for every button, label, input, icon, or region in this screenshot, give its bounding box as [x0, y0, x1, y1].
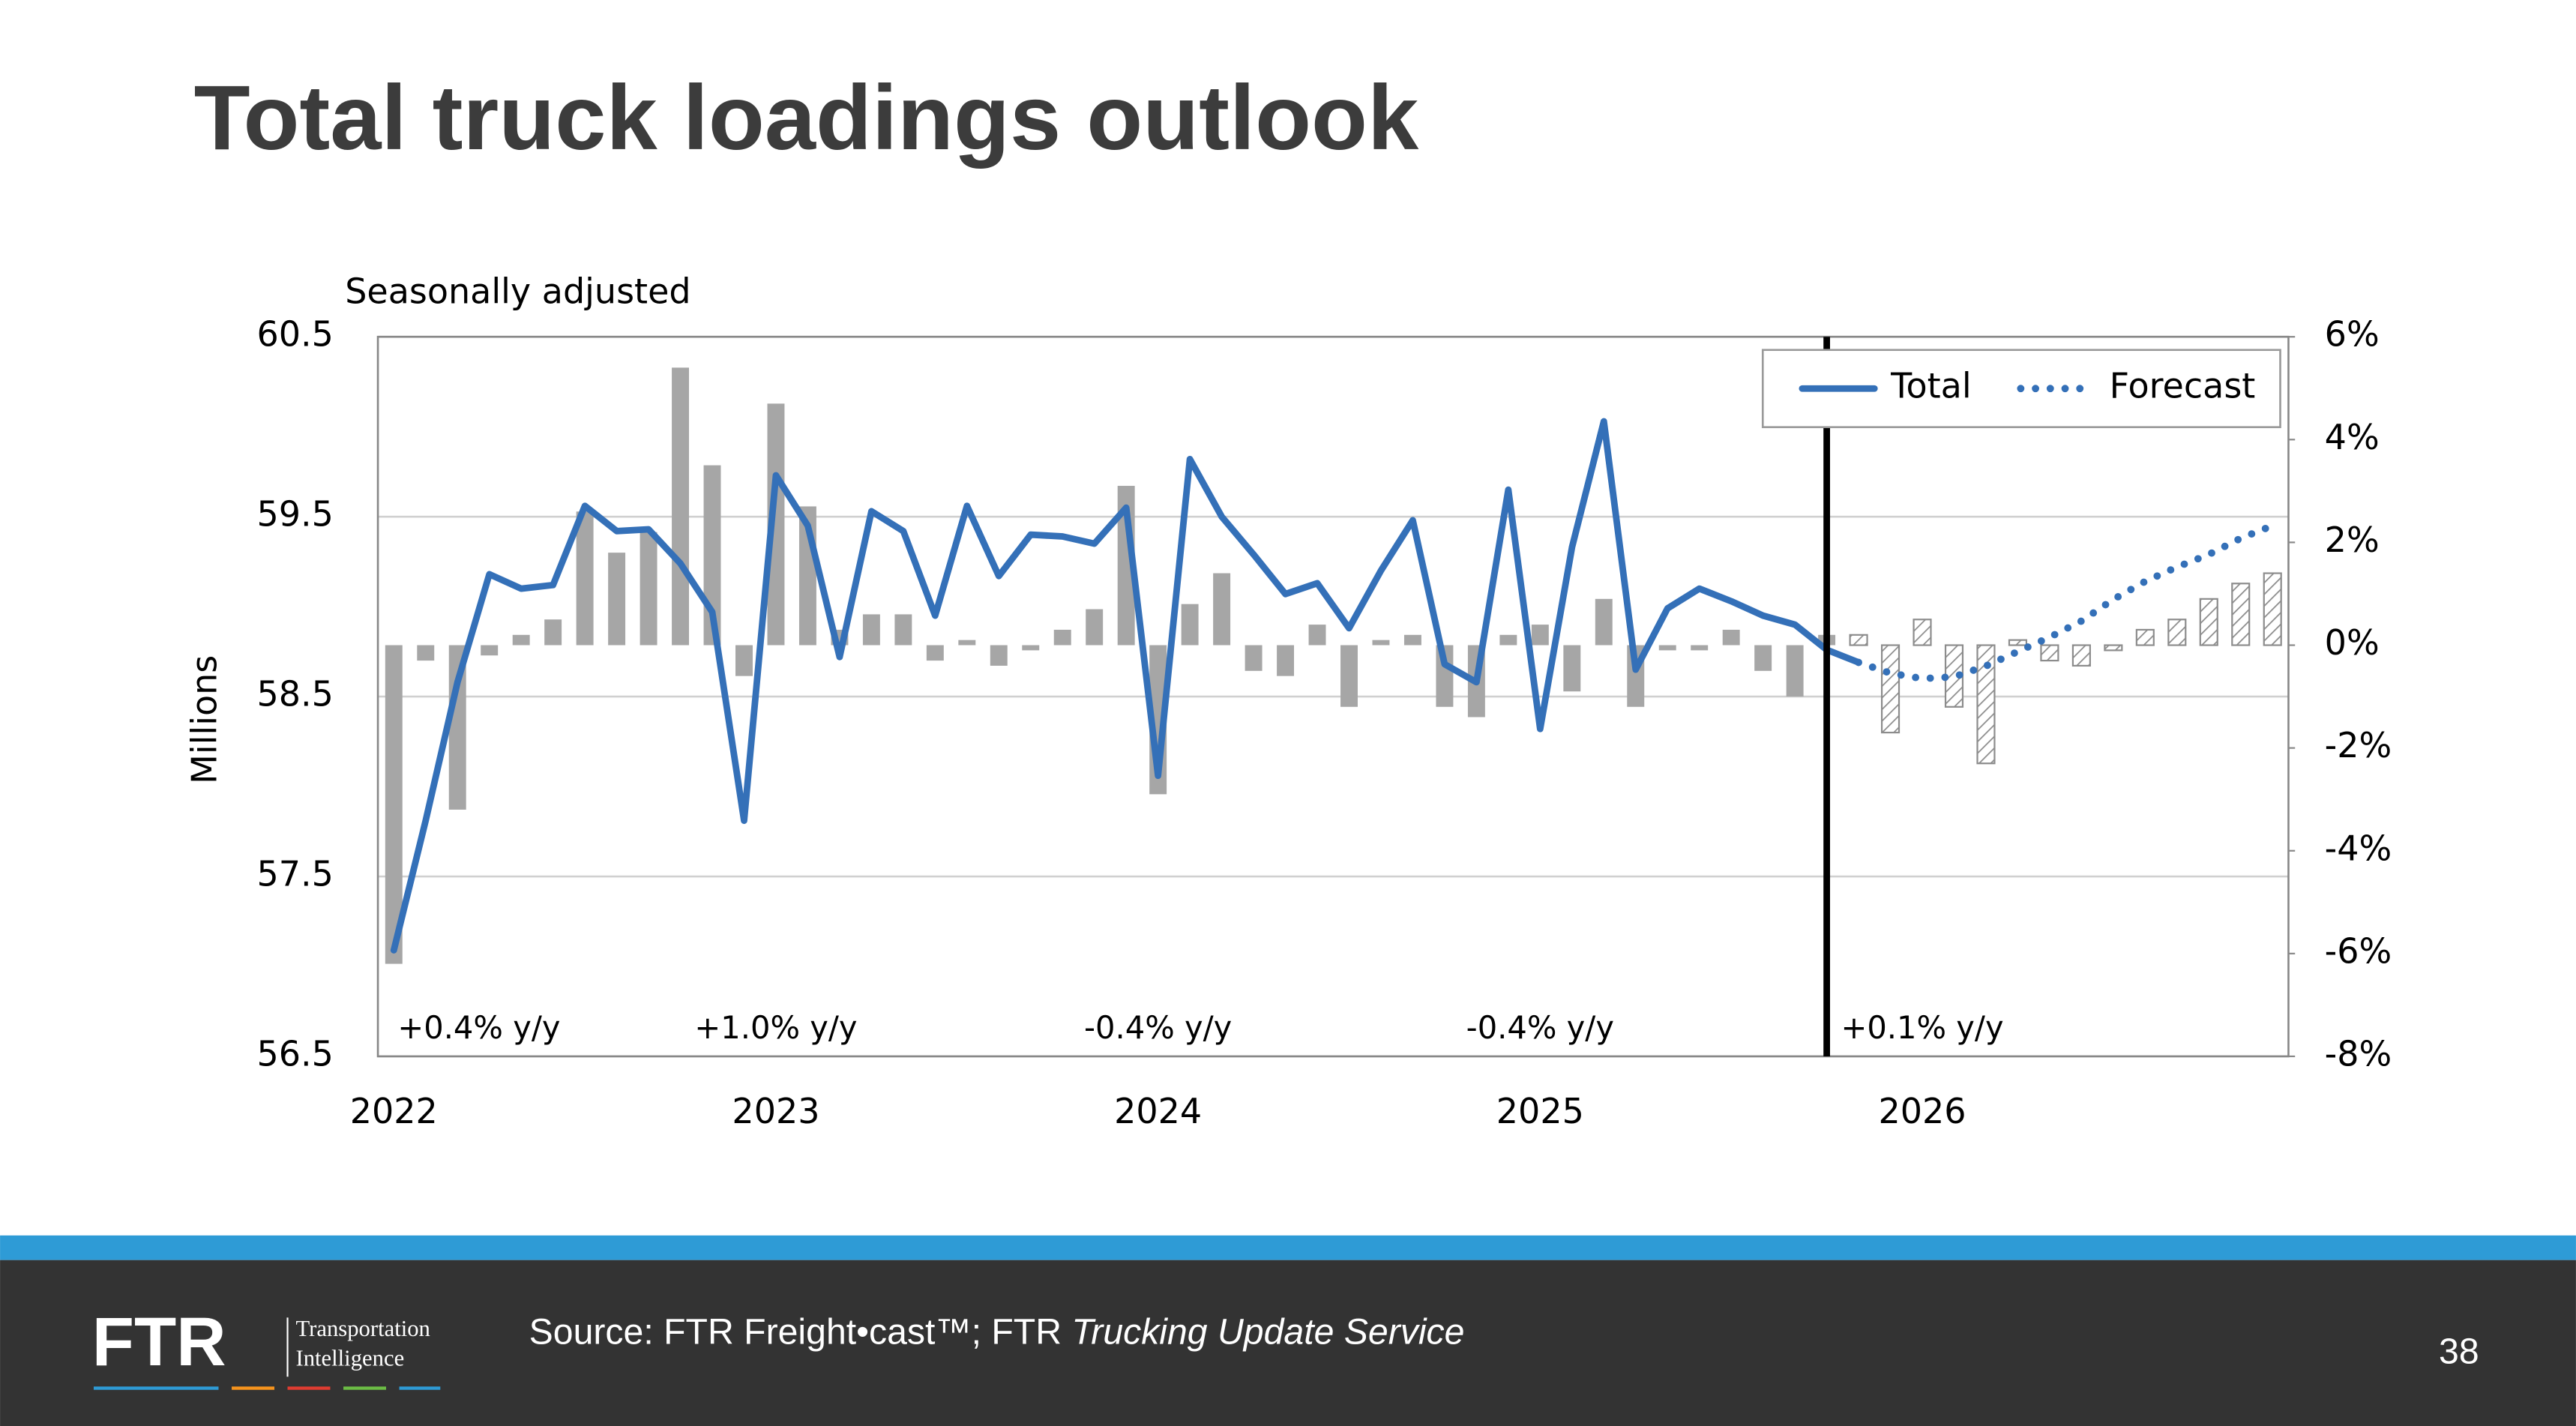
x-tick-label: 2025 — [1496, 1091, 1584, 1131]
bar — [1531, 625, 1549, 646]
y2-tick-label: 6% — [2325, 314, 2380, 355]
bar — [1976, 644, 1996, 765]
bar — [1053, 629, 1071, 646]
y-tick-label: 57.5 — [256, 854, 333, 894]
bar — [926, 645, 944, 661]
bar — [417, 645, 435, 661]
source-note: Source: FTR Freight•cast™; FTR Trucking … — [529, 1311, 1465, 1352]
bar — [640, 532, 657, 646]
annotation: -0.4% y/y — [1466, 1009, 1614, 1046]
legend-label: Forecast — [2110, 366, 2256, 406]
bar — [385, 645, 403, 964]
bar — [1754, 645, 1772, 671]
slide-title: Total truck loadings outlook — [194, 67, 1419, 169]
y2-tick-label: -8% — [2325, 1033, 2392, 1074]
bar — [1880, 644, 1901, 734]
bar — [1595, 598, 1613, 646]
logo-mark: FTR — [92, 1303, 226, 1380]
bar — [958, 640, 976, 646]
y2-tick-label: 2% — [2325, 520, 2380, 560]
bar — [1563, 645, 1581, 692]
x-tick-label: 2024 — [1114, 1091, 1202, 1131]
y2-tick-label: -6% — [2325, 930, 2392, 971]
logo-line1: Transportation — [295, 1316, 430, 1341]
y2-tick-label: 4% — [2325, 417, 2380, 457]
bar — [1436, 645, 1454, 707]
annotation: +0.4% y/y — [397, 1009, 560, 1046]
bar — [1277, 645, 1295, 676]
bar — [1340, 645, 1358, 707]
bar — [576, 511, 594, 646]
x-tick-label: 2022 — [350, 1091, 438, 1131]
x-tick-label: 2023 — [732, 1091, 819, 1131]
bar — [1245, 645, 1263, 671]
annotation: +1.0% y/y — [694, 1009, 857, 1046]
y2-tick-label: 0% — [2325, 622, 2380, 663]
bar — [1181, 604, 1199, 646]
bar — [2199, 598, 2218, 646]
bar — [2135, 628, 2155, 646]
y-axis-label: Millions — [184, 655, 225, 784]
bar — [1786, 645, 1804, 697]
legend-label: Total — [1890, 366, 1971, 406]
bar — [2008, 639, 2028, 646]
line-series — [1855, 522, 2277, 683]
bar — [894, 614, 912, 646]
bar — [1499, 634, 1517, 646]
bar — [990, 645, 1008, 666]
y-tick-label: 58.5 — [256, 674, 333, 714]
bar — [862, 614, 880, 646]
plot-border — [376, 335, 2290, 1058]
footer-stripe — [0, 1235, 2576, 1260]
bar — [1849, 634, 1868, 646]
bar — [1722, 629, 1740, 646]
bar — [1213, 573, 1231, 646]
bar — [2040, 644, 2059, 662]
y2-tick-label: -2% — [2325, 725, 2392, 765]
bar — [672, 367, 690, 646]
bar — [608, 553, 626, 646]
bar — [1658, 645, 1676, 651]
page-number: 38 — [2439, 1331, 2479, 1371]
bar — [735, 645, 753, 676]
chart-subtitle: Seasonally adjusted — [345, 271, 690, 312]
bar — [2231, 583, 2251, 646]
bar — [2071, 644, 2091, 667]
footer-band — [0, 1260, 2576, 1426]
y2-tick-label: -4% — [2325, 828, 2392, 868]
bar — [2167, 619, 2187, 646]
source-italic: Trucking Update Service — [1071, 1311, 1464, 1352]
bar — [2104, 644, 2123, 652]
bar — [2263, 572, 2282, 646]
y-tick-label: 59.5 — [256, 494, 333, 535]
source-prefix: Source: FTR Freight•cast™; FTR — [529, 1311, 1072, 1352]
bar — [1403, 634, 1421, 646]
annotation: +0.1% y/y — [1841, 1009, 2003, 1046]
line-series — [390, 418, 1862, 954]
bar — [1308, 625, 1326, 646]
logo-line2: Intelligence — [295, 1345, 404, 1371]
bar — [512, 634, 530, 646]
bar — [481, 645, 499, 656]
bar — [767, 403, 785, 646]
bar — [544, 619, 562, 646]
bar — [1086, 609, 1104, 646]
y-tick-label: 60.5 — [256, 314, 333, 355]
bar — [1372, 640, 1390, 646]
y-tick-label: 56.5 — [256, 1033, 333, 1074]
bar — [1913, 619, 1932, 646]
x-tick-label: 2026 — [1878, 1091, 1966, 1131]
annotation: -0.4% y/y — [1084, 1009, 1232, 1046]
plot: 56.5 57.5 58.5 59.5 60.5 -8% -6% -4% -2% 0% 2% 4% 6%… — [256, 314, 2392, 1131]
bar — [1022, 645, 1040, 651]
bar — [1691, 645, 1709, 651]
